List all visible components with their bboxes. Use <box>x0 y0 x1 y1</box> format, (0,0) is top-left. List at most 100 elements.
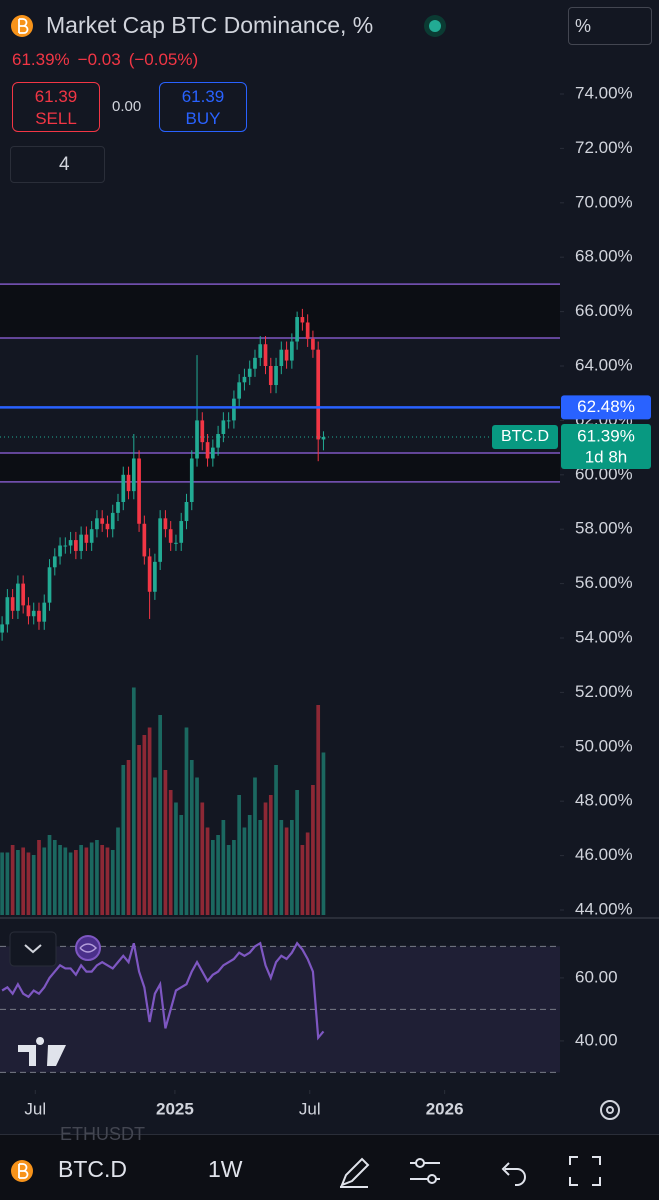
volume-bar <box>126 760 131 915</box>
candle-body <box>263 344 268 366</box>
symbol[interactable]: BTC.D <box>58 1156 127 1182</box>
volume-bar <box>253 777 257 915</box>
candle-body <box>258 344 263 358</box>
sell-price: 61.39 <box>34 87 78 106</box>
y-tick-label: 52.00% <box>575 682 633 701</box>
candle-body <box>142 523 147 557</box>
volume-bar <box>210 840 215 915</box>
volume-bar <box>321 752 326 915</box>
rsi-tick-label: 60.00 <box>575 967 618 986</box>
logo <box>18 1037 66 1066</box>
y-tick-label: 48.00% <box>575 791 633 810</box>
volume-bar <box>95 840 99 915</box>
candle-body <box>174 542 178 544</box>
y-tick-label: 70.00% <box>575 192 633 211</box>
volume-bar <box>10 845 15 915</box>
candle-body <box>200 420 205 443</box>
ghost-symbol: ETHUSDT <box>60 1124 145 1144</box>
volume-bar <box>84 847 89 915</box>
change: −0.03 <box>77 50 121 69</box>
candle-body <box>105 523 110 530</box>
volume-bar <box>279 820 284 915</box>
volume-bar <box>52 840 57 915</box>
candle-body <box>21 583 26 606</box>
last-price: 61.39% <box>12 50 70 69</box>
settings-icon[interactable] <box>600 1100 620 1120</box>
sell-button[interactable]: 61.39 SELL <box>12 82 100 132</box>
y-tick-label: 46.00% <box>575 845 633 864</box>
candle-body <box>42 602 47 622</box>
countdown-label: 1d 8h <box>585 447 628 466</box>
buy-label: BUY <box>185 109 221 128</box>
coin-glyph <box>18 1163 29 1179</box>
candle-body <box>321 436 326 440</box>
coin-glyph <box>18 18 29 34</box>
draw-icon[interactable] <box>340 1157 370 1188</box>
visibility-icon[interactable] <box>75 935 101 961</box>
unit-button[interactable]: % <box>568 7 652 45</box>
candle-body <box>63 545 68 547</box>
y-tick-label: 58.00% <box>575 519 633 538</box>
volume-bar <box>0 852 4 915</box>
candle-body <box>221 420 226 434</box>
slider-knob <box>427 1174 437 1184</box>
x-tick-label: Jul <box>299 1099 321 1118</box>
volume-bar <box>105 847 110 915</box>
volume-bar <box>142 735 147 915</box>
volume-bar <box>216 835 220 915</box>
volume-bar <box>74 850 78 915</box>
volume-bar <box>200 802 205 915</box>
volume-bar <box>247 815 252 915</box>
zone <box>0 453 560 482</box>
volume-bar <box>121 765 126 915</box>
undo-icon[interactable] <box>501 1162 526 1186</box>
candle-body <box>100 518 105 524</box>
candle-body <box>279 349 284 366</box>
candle-body <box>47 567 52 603</box>
candle-body <box>253 357 257 369</box>
volume-bar <box>184 727 189 915</box>
volume-bar <box>131 687 136 915</box>
candle-body <box>195 420 199 459</box>
volume-bar <box>42 847 47 915</box>
candle-body <box>300 317 305 323</box>
volume-bar <box>268 795 273 915</box>
price-line-box <box>561 395 651 420</box>
candle-body <box>184 502 189 522</box>
y-tick-label: 56.00% <box>575 573 633 592</box>
candle-body <box>158 518 162 562</box>
candle-body <box>242 376 247 383</box>
volume-bar <box>195 777 199 915</box>
eye-glyph <box>79 943 98 953</box>
candle-body <box>316 349 321 440</box>
candle-body <box>189 458 194 502</box>
candle-body <box>52 556 57 568</box>
buy-button[interactable]: 61.39 BUY <box>159 82 247 132</box>
volume-bar <box>189 760 194 915</box>
volume-bar <box>290 820 294 915</box>
candle-body <box>0 624 4 633</box>
slider-knob <box>415 1158 425 1168</box>
volume-bar <box>163 770 168 915</box>
collapse-button[interactable] <box>9 931 57 967</box>
candle-body <box>153 561 157 592</box>
interval[interactable]: 1W <box>208 1156 243 1182</box>
candle-body <box>295 317 299 342</box>
candle-body <box>84 534 89 543</box>
candle-body <box>31 610 36 617</box>
candle-body <box>210 447 215 459</box>
fullscreen-icon[interactable] <box>569 1156 601 1186</box>
candle-body <box>10 597 15 611</box>
volume-bar <box>316 705 321 915</box>
volume-bar <box>205 827 210 915</box>
candle-body <box>247 368 252 377</box>
zone <box>0 284 560 338</box>
candle-body <box>205 442 210 459</box>
indicators-button[interactable]: 4 <box>10 146 105 183</box>
candle-body <box>232 398 236 421</box>
candle-body <box>89 529 94 543</box>
volume-bar <box>242 827 247 915</box>
volume-bar <box>168 790 173 915</box>
